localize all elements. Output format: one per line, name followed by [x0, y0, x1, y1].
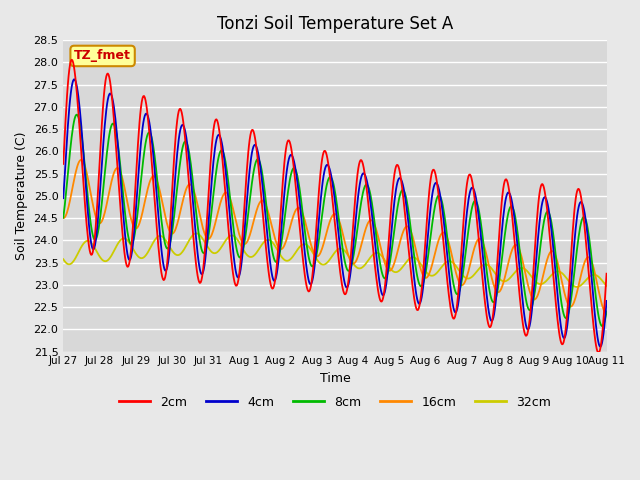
- Legend: 2cm, 4cm, 8cm, 16cm, 32cm: 2cm, 4cm, 8cm, 16cm, 32cm: [114, 391, 556, 414]
- Text: TZ_fmet: TZ_fmet: [74, 49, 131, 62]
- Y-axis label: Soil Temperature (C): Soil Temperature (C): [15, 132, 28, 260]
- Title: Tonzi Soil Temperature Set A: Tonzi Soil Temperature Set A: [217, 15, 453, 33]
- X-axis label: Time: Time: [319, 372, 350, 385]
